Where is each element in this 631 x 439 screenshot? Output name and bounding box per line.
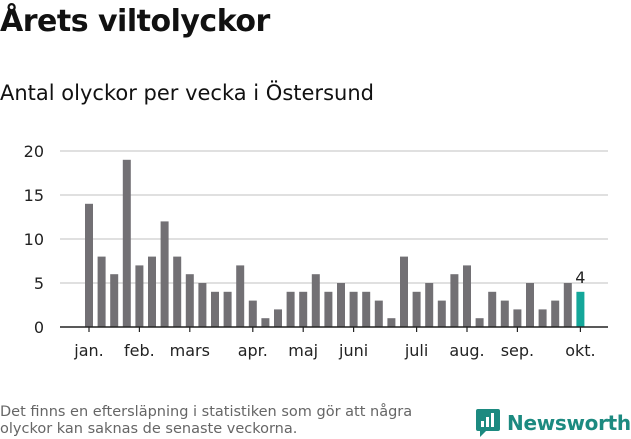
bar — [349, 291, 358, 327]
x-tick-label: juni — [338, 341, 368, 360]
bar — [513, 309, 522, 327]
bar — [261, 318, 270, 327]
bar — [110, 274, 119, 327]
bar — [236, 265, 245, 327]
bar — [538, 309, 547, 327]
bar — [450, 274, 459, 327]
bar — [248, 300, 257, 327]
x-tick-label: mars — [170, 341, 210, 360]
bar — [185, 274, 194, 327]
bar — [211, 291, 219, 327]
bar — [400, 256, 408, 327]
bar — [324, 291, 333, 327]
footnote: Det finns en eftersläpning i statistiken… — [0, 404, 413, 437]
x-tick-label: sep. — [501, 341, 534, 360]
bar — [387, 318, 396, 327]
bar — [122, 159, 131, 327]
chart-subtitle: Antal olyckor per vecka i Östersund — [0, 81, 374, 105]
bar — [223, 291, 232, 327]
y-tick-label: 10 — [24, 230, 44, 249]
bar — [85, 203, 93, 327]
bar — [437, 300, 446, 327]
chart-title: Årets viltolyckor — [0, 4, 270, 39]
x-tick-label: feb. — [124, 341, 155, 360]
x-tick-label: apr. — [238, 341, 268, 360]
bar — [274, 309, 282, 327]
x-tick-label: juli — [404, 341, 428, 360]
brand-logo: Newsworthy — [475, 407, 631, 439]
brand-name: Newsworthy — [507, 411, 631, 435]
y-tick-label: 5 — [34, 274, 44, 293]
bar — [160, 221, 169, 327]
bar — [576, 291, 585, 327]
bar — [311, 274, 320, 327]
bar — [425, 283, 434, 327]
bar — [173, 256, 182, 327]
newsworthy-logo-icon — [476, 409, 500, 437]
x-tick-label: okt. — [565, 341, 595, 360]
bar — [362, 291, 371, 327]
bar-chart: 0 5 10 15 20 jan. feb. mars apr. maj juni juli aug. s… — [24, 142, 608, 360]
y-tick-label: 20 — [24, 142, 44, 161]
bar — [135, 265, 144, 327]
bar — [551, 300, 560, 327]
x-tick-label: jan. — [73, 341, 103, 360]
data-label: 4 — [575, 268, 585, 287]
x-tick-label: aug. — [449, 341, 484, 360]
bar — [198, 283, 207, 327]
bar — [488, 291, 497, 327]
bar — [526, 283, 534, 327]
bar — [500, 300, 509, 327]
bar — [299, 291, 308, 327]
bar — [463, 265, 471, 327]
bar — [475, 318, 484, 327]
y-tick-label: 15 — [24, 186, 44, 205]
bar — [97, 256, 106, 327]
bar — [563, 283, 572, 327]
x-tick-label: maj — [288, 341, 318, 360]
y-tick-label: 0 — [34, 318, 44, 337]
bar — [286, 291, 295, 327]
bar — [337, 283, 345, 327]
bar — [148, 256, 156, 327]
bar — [374, 300, 383, 327]
bar — [412, 291, 421, 327]
